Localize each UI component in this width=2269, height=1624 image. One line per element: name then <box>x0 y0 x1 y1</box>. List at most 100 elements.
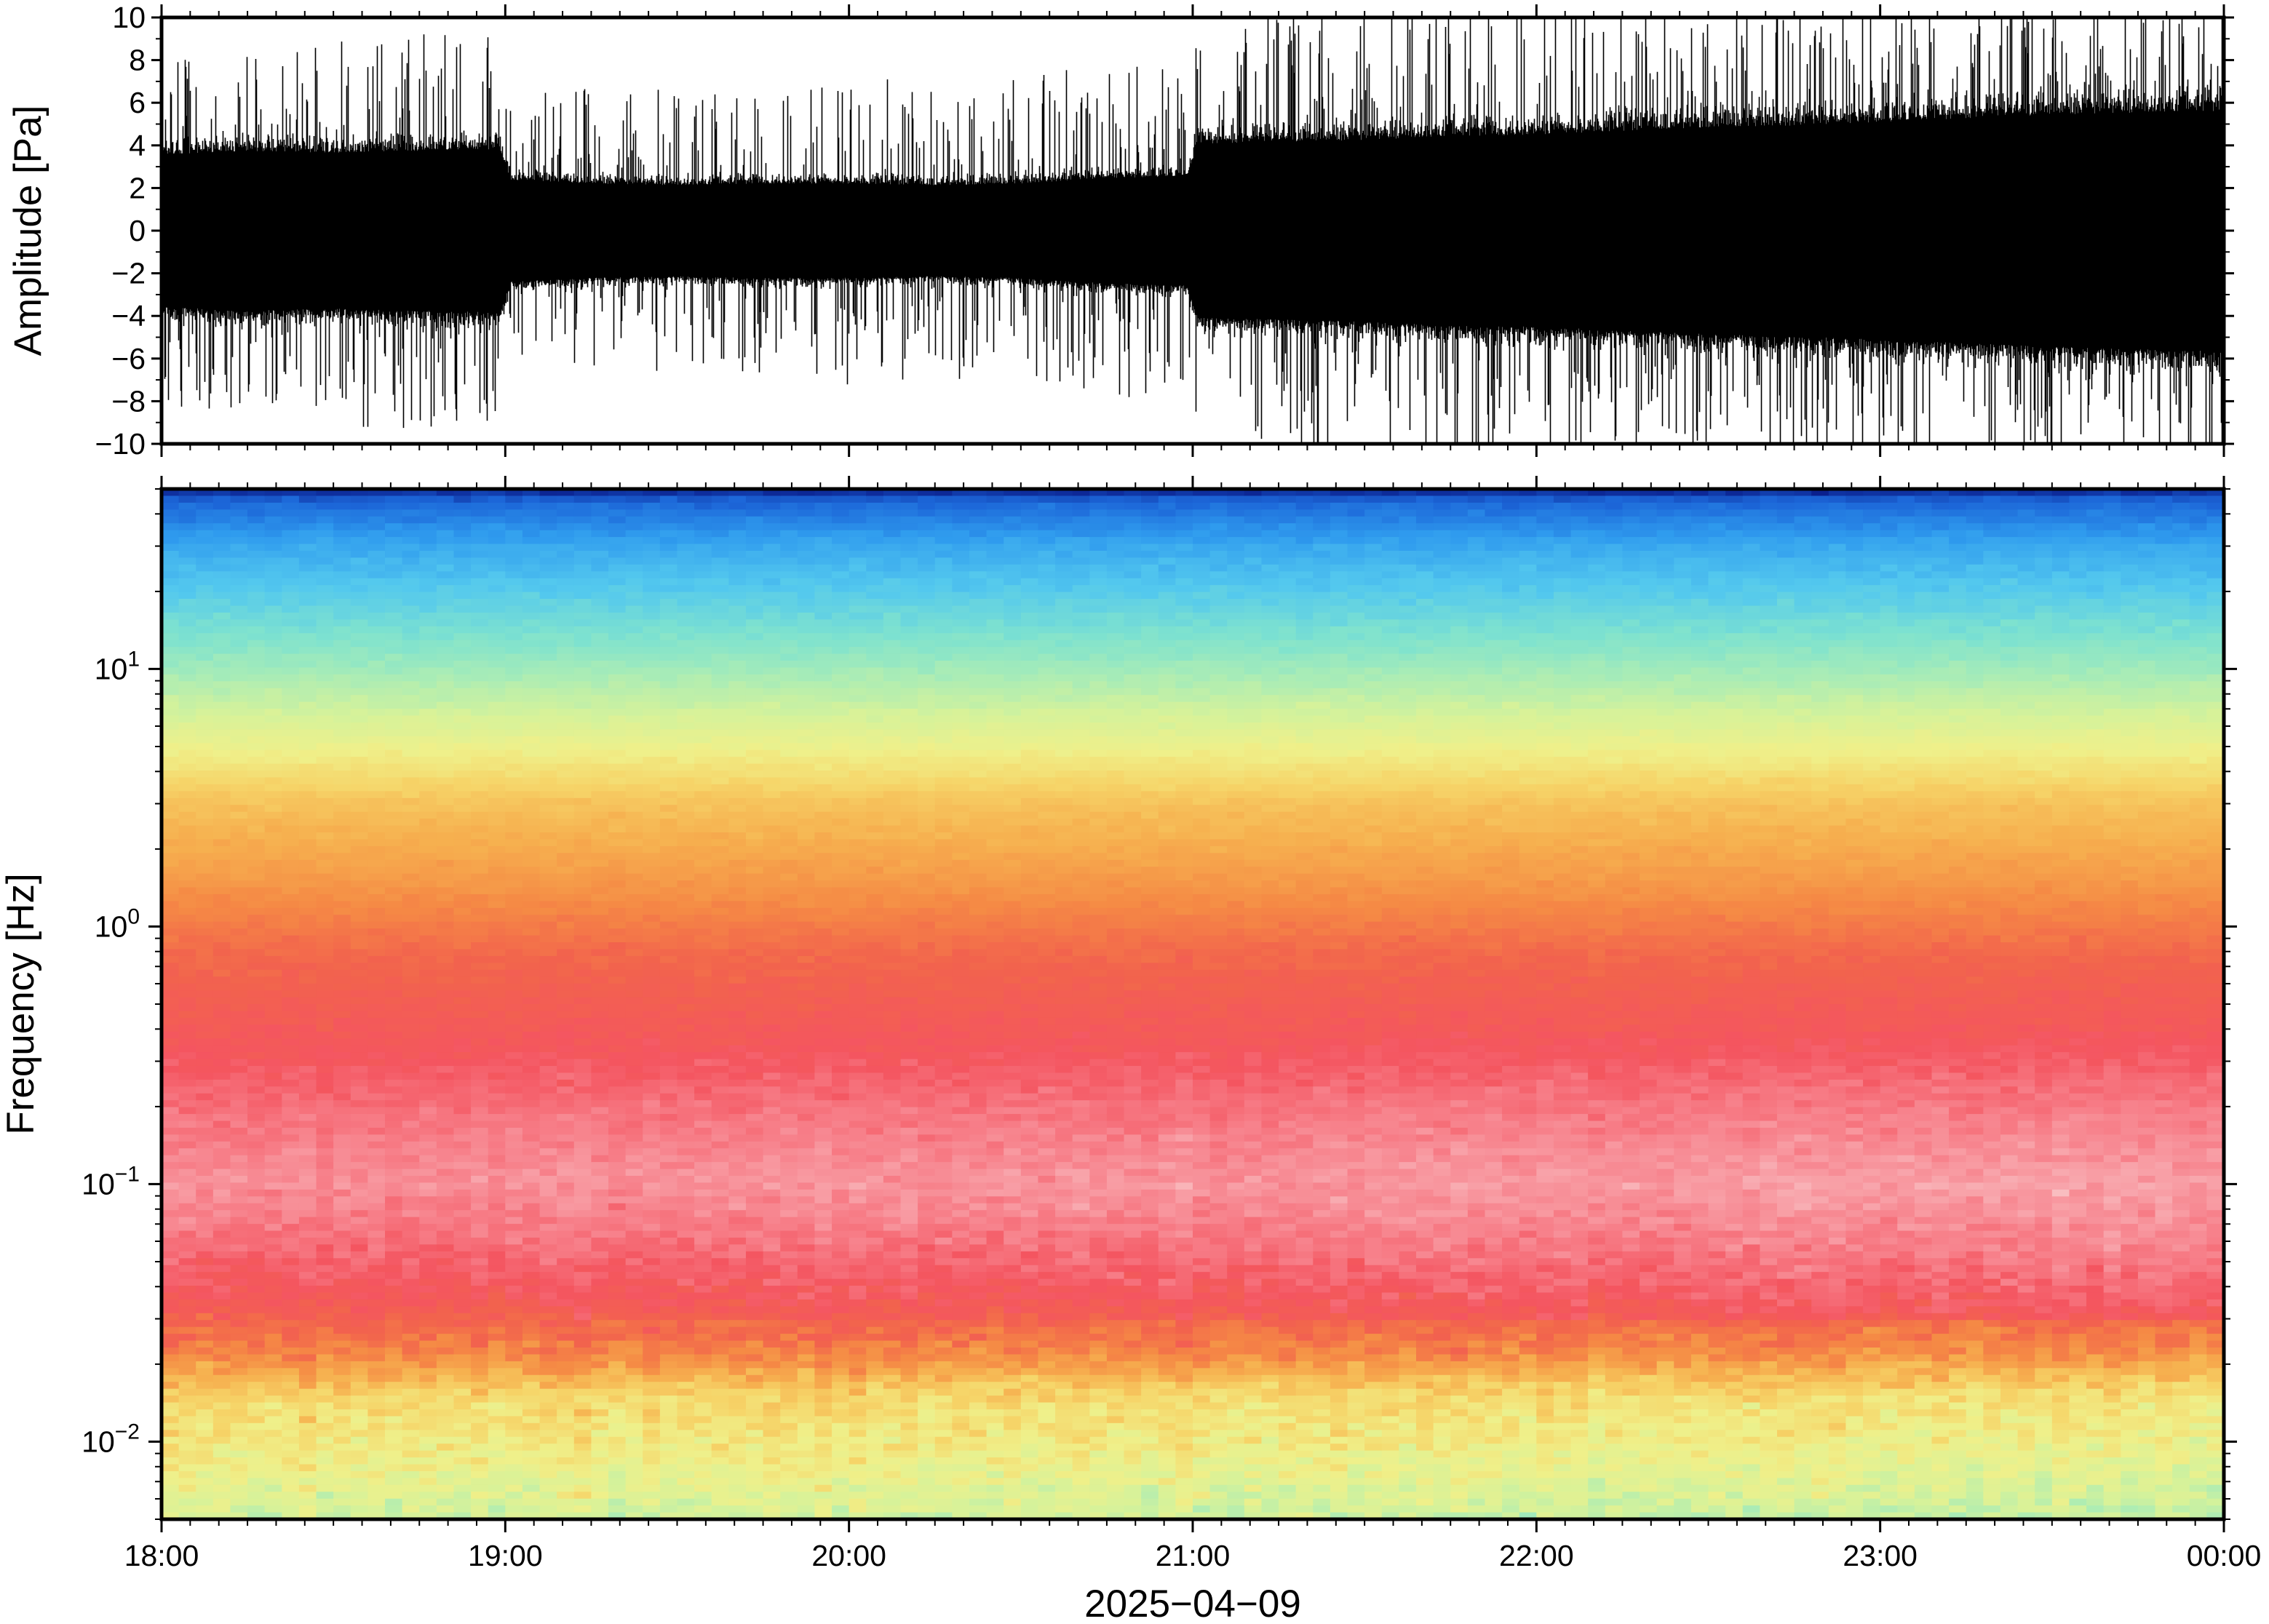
spectrogram-cell <box>367 1326 386 1334</box>
spectrogram-cell <box>453 859 472 867</box>
spectrogram-cell <box>453 530 472 538</box>
spectrogram-cell <box>385 955 403 964</box>
spectrogram-cell <box>591 516 609 524</box>
spectrogram-cell <box>471 605 489 613</box>
spectrogram-cell <box>471 1045 489 1053</box>
spectrogram-cell <box>230 1004 248 1012</box>
spectrogram-cell <box>453 612 472 621</box>
spectrogram-cell <box>419 722 437 731</box>
spectrogram-cell <box>488 715 506 723</box>
spectrogram-cell <box>436 819 455 827</box>
spectrogram-cell <box>591 592 609 600</box>
spectrogram-cell <box>419 619 437 627</box>
spectrogram-cell <box>591 674 609 682</box>
spectrogram-cell <box>488 1217 506 1225</box>
spectrogram-cell <box>162 825 180 833</box>
spectrogram-cell <box>178 1141 197 1150</box>
spectrogram-cell <box>385 633 403 641</box>
spectrogram-cell <box>247 1361 266 1369</box>
spectrogram-cell <box>247 867 266 875</box>
spectrogram-cell <box>196 557 214 565</box>
spectrogram-cell <box>178 1436 197 1444</box>
spectrogram-cell <box>350 1368 369 1376</box>
spectrogram-cell <box>573 1203 592 1211</box>
spectrogram-cell <box>453 1141 472 1150</box>
spectrogram-cell <box>539 1230 557 1238</box>
spectrogram-cell <box>625 715 644 723</box>
spectrogram-cell <box>385 599 403 607</box>
spectrogram-cell <box>264 640 283 648</box>
spectrogram-cell <box>333 819 351 827</box>
spectrogram-cell <box>522 963 541 971</box>
spectrogram-cell <box>522 1422 541 1431</box>
spectrogram-cell <box>488 1444 506 1452</box>
spectrogram-cell <box>212 550 231 559</box>
spectrogram-cell <box>677 674 695 682</box>
spectrogram-cell <box>659 1436 678 1444</box>
spectrogram-cell <box>419 1148 437 1156</box>
spectrogram-cell <box>419 1416 437 1424</box>
spectrogram-cell <box>643 1134 661 1142</box>
spectrogram-cell <box>419 1436 437 1444</box>
spectrogram-cell <box>436 1148 455 1156</box>
spectrogram-cell <box>385 893 403 902</box>
spectrogram-cell <box>298 1244 317 1252</box>
spectrogram-cell <box>162 653 180 661</box>
spectrogram-cell <box>436 749 455 757</box>
spectrogram-cell <box>453 749 472 757</box>
spectrogram-cell <box>402 825 421 833</box>
spectrogram-cell <box>643 839 661 847</box>
spectrogram-cell <box>316 811 334 819</box>
spectrogram-cell <box>419 1251 437 1259</box>
spectrogram-cell <box>694 880 712 888</box>
spectrogram-cell <box>196 921 214 929</box>
spectrogram-cell <box>694 715 712 723</box>
spectrogram-cell <box>230 1121 248 1129</box>
spectrogram-cell <box>247 853 266 861</box>
spectrogram-cell <box>367 1176 386 1184</box>
spectrogram-cell <box>573 1278 592 1286</box>
spectrogram-cell <box>522 701 541 709</box>
spectrogram-cell <box>178 688 197 696</box>
spectrogram-cell <box>196 736 214 744</box>
spectrogram-cell <box>162 976 180 984</box>
spectrogram-cell <box>608 674 627 682</box>
spectrogram-cell <box>333 1326 351 1334</box>
spectrogram-cell <box>212 1409 231 1417</box>
spectrogram-cell <box>522 599 541 607</box>
spectrogram-cell <box>522 1292 541 1300</box>
spectrogram-cell <box>659 1306 678 1314</box>
spectrogram-cell <box>659 784 678 792</box>
spectrogram-cell <box>402 1416 421 1424</box>
spectrogram-cell <box>488 701 506 709</box>
spectrogram-cell <box>505 633 523 641</box>
spectrogram-cell <box>625 1368 644 1376</box>
spectrogram-cell <box>385 592 403 600</box>
spectrogram-cell <box>230 544 248 552</box>
spectrogram-cell <box>350 695 369 703</box>
spectrogram-cell <box>591 1396 609 1404</box>
spectrogram-cell <box>316 1045 334 1053</box>
spectrogram-cell <box>230 1306 248 1314</box>
spectrogram-cell <box>333 797 351 806</box>
spectrogram-cell <box>643 1286 661 1294</box>
spectrogram-cell <box>557 1320 575 1328</box>
spectrogram-cell <box>471 599 489 607</box>
spectrogram-cell <box>212 928 231 936</box>
spectrogram-cell <box>643 1196 661 1204</box>
spectrogram-cell <box>247 976 266 984</box>
spectrogram-cell <box>677 1086 695 1094</box>
spectrogram-cell <box>196 626 214 634</box>
waveform-y-tick-label: 0 <box>129 214 146 247</box>
spectrogram-cell <box>212 1093 231 1101</box>
spectrogram-cell <box>350 1354 369 1362</box>
spectrogram-cell <box>419 1368 437 1376</box>
spectrogram-cell <box>522 495 541 503</box>
spectrogram-cell <box>247 605 266 613</box>
spectrogram-cell <box>505 1244 523 1252</box>
spectrogram-cell <box>625 976 644 984</box>
spectrogram-cell <box>385 1464 403 1472</box>
spectrogram-cell <box>694 749 712 757</box>
spectrogram-cell <box>436 653 455 661</box>
spectrogram-cell <box>350 1396 369 1404</box>
